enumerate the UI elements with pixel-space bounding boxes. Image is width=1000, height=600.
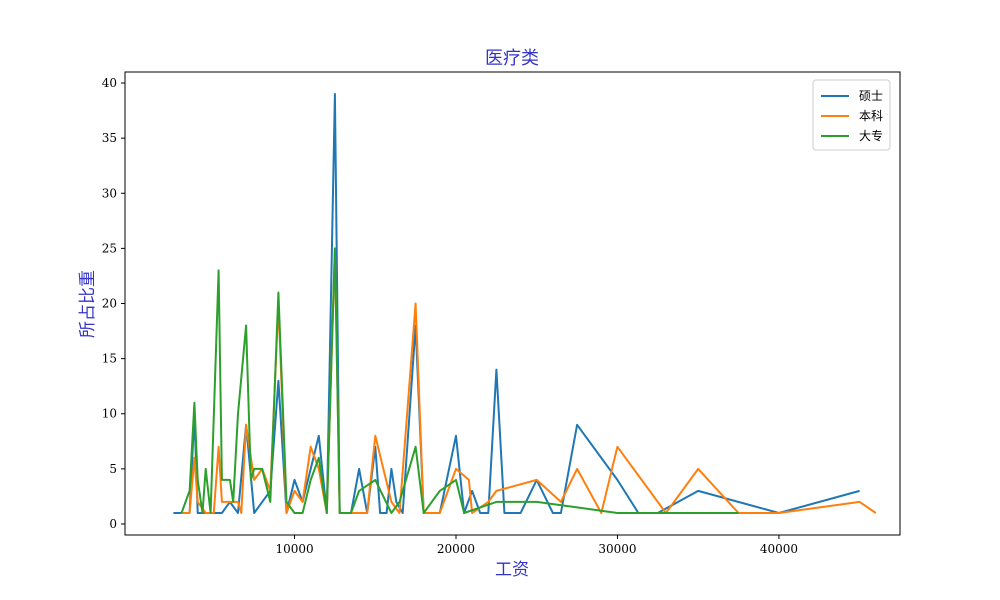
plot-lines (173, 93, 877, 514)
y-tick-label: 20 (102, 297, 117, 311)
y-tick-label: 30 (102, 186, 117, 200)
y-tick-label: 25 (102, 241, 117, 255)
x-tick-label: 30000 (598, 542, 636, 556)
x-tick-label: 40000 (760, 542, 798, 556)
y-tick-label: 0 (109, 517, 117, 531)
x-tick-label: 10000 (275, 542, 313, 556)
y-tick-label: 10 (102, 407, 117, 421)
y-tick-label: 40 (102, 76, 117, 90)
y-tick-label: 15 (102, 352, 117, 366)
series-line-3 (180, 247, 739, 514)
chart-title: 医疗类 (485, 48, 539, 69)
legend-label-2: 本科 (859, 109, 883, 123)
plot-frame (124, 71, 901, 536)
x-tick-label: 20000 (437, 542, 475, 556)
x-axis: 10000 20000 30000 40000 (275, 535, 798, 556)
legend-label-1: 硕士 (859, 89, 883, 103)
y-tick-label: 5 (109, 462, 117, 476)
y-axis-label: 所占比重 (78, 270, 98, 338)
legend-label-3: 大专 (859, 128, 883, 143)
series-line-1 (173, 93, 860, 514)
x-axis-label: 工资 (495, 560, 529, 580)
y-tick-label: 35 (102, 131, 117, 145)
legend-box (812, 79, 891, 151)
y-axis: 0 5 10 15 20 25 30 35 40 (102, 76, 125, 531)
